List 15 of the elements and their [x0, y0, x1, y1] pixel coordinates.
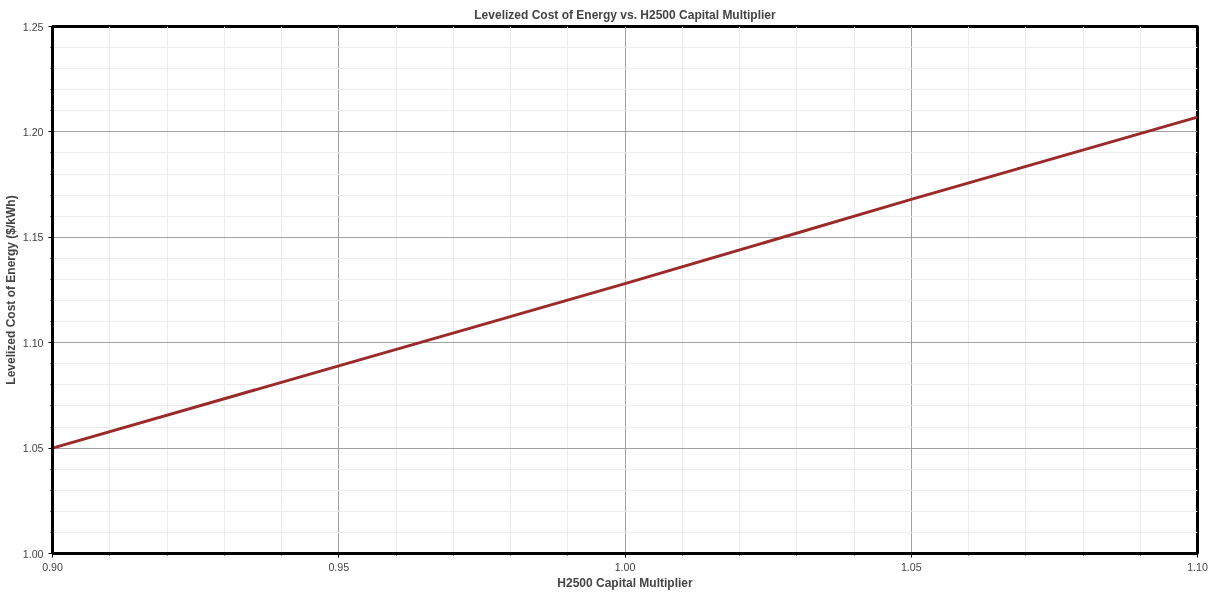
line-series: [52, 115, 1198, 450]
y-tick-label: 1.15: [22, 231, 44, 244]
x-tick-label: 1.05: [900, 560, 922, 573]
x-tick-label: 1.10: [1187, 560, 1208, 573]
x-tick-label: 1.00: [614, 560, 636, 573]
chart-title: Levelized Cost of Energy vs. H2500 Capital Multiplier: [474, 7, 777, 22]
x-axis-title: H2500 Capital Multiplier: [557, 575, 694, 590]
y-tick-label: 1.25: [22, 20, 44, 33]
x-tick-label: 0.95: [328, 560, 350, 573]
y-tick-label: 1.10: [22, 336, 44, 349]
y-tick-label: 1.05: [22, 442, 44, 455]
y-axis-title: Levelized Cost of Energy ($/kWh): [3, 195, 18, 385]
x-tick-label: 0.90: [42, 560, 63, 573]
y-tick-label: 1.20: [22, 125, 44, 138]
y-tick-label: 1.00: [22, 547, 44, 560]
